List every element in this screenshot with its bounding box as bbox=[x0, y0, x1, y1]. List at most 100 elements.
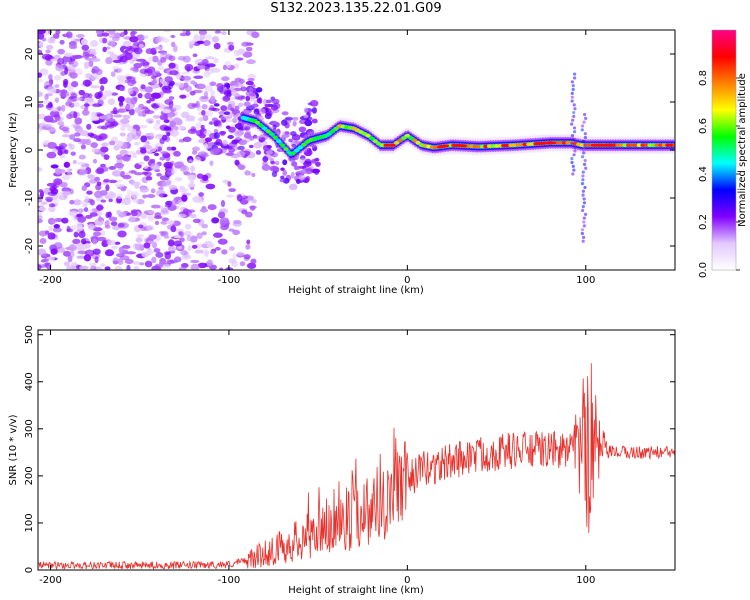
heatmap-cell bbox=[135, 149, 142, 155]
heatmap-cell bbox=[219, 219, 226, 227]
colorbar-tick-label: 0.2 bbox=[698, 214, 709, 230]
heatmap-cell bbox=[354, 128, 360, 132]
colorbar-gradient bbox=[712, 30, 736, 270]
heatmap-cell bbox=[81, 185, 88, 192]
heatmap-cell bbox=[117, 67, 123, 74]
heatmap-cell bbox=[213, 132, 220, 139]
heatmap-cell bbox=[293, 165, 300, 171]
heatmap-cell bbox=[582, 201, 587, 205]
heatmap-cell bbox=[640, 143, 646, 147]
heatmap-cell bbox=[103, 154, 110, 161]
heatmap-cell bbox=[184, 223, 192, 230]
heatmap-cell bbox=[79, 168, 88, 175]
heatmap-cell bbox=[390, 143, 396, 147]
heatmap-cell bbox=[135, 243, 145, 251]
heatmap-cell bbox=[38, 30, 46, 35]
heatmap-cell bbox=[222, 64, 228, 71]
colorbar-frame bbox=[711, 29, 737, 271]
heatmap-cell bbox=[182, 208, 189, 215]
heatmap-cell bbox=[49, 110, 60, 118]
heatmap-cell bbox=[74, 132, 81, 137]
heatmap-cell bbox=[175, 82, 185, 88]
heatmap-cell bbox=[411, 138, 418, 143]
heatmap-cell bbox=[82, 109, 90, 116]
heatmap-cell bbox=[38, 49, 43, 55]
heatmap-cell bbox=[271, 170, 278, 178]
heatmap-cell bbox=[244, 125, 251, 131]
heatmap-cell bbox=[237, 102, 244, 107]
heatmap-cell bbox=[190, 126, 196, 133]
heatmap-cell bbox=[259, 108, 266, 115]
heatmap-cell bbox=[87, 132, 95, 137]
heatmap-cell bbox=[289, 131, 297, 137]
heatmap-cell bbox=[264, 112, 272, 120]
heatmap-cell bbox=[245, 80, 254, 86]
heatmap-cell bbox=[581, 193, 585, 197]
heatmap-cell bbox=[38, 206, 47, 212]
heatmap-cell bbox=[288, 183, 298, 191]
heatmap-cell bbox=[404, 133, 410, 138]
heatmap-cell bbox=[163, 161, 173, 169]
heatmap-cell bbox=[92, 238, 98, 245]
heatmap-cell bbox=[220, 31, 227, 35]
heatmap-cell bbox=[156, 172, 162, 177]
heatmap-cell bbox=[210, 95, 216, 103]
heatmap-cell bbox=[157, 186, 164, 191]
heatmap-cell bbox=[134, 183, 140, 189]
heatmap-cell bbox=[272, 135, 278, 140]
heatmap-cell bbox=[580, 124, 585, 128]
heatmap-cell bbox=[54, 97, 60, 103]
heatmap-cell bbox=[270, 151, 278, 158]
heatmap-cell bbox=[182, 75, 191, 81]
heatmap-cell bbox=[81, 44, 90, 51]
heatmap-cell bbox=[572, 110, 576, 115]
heatmap-cell bbox=[629, 143, 635, 147]
heatmap-cell bbox=[280, 167, 285, 171]
heatmap-cell bbox=[122, 40, 132, 47]
heatmap-cell bbox=[249, 87, 254, 94]
snr-frame bbox=[37, 329, 676, 571]
heatmap-cell bbox=[582, 235, 586, 239]
heatmap-cell bbox=[127, 125, 134, 132]
heatmap-cell bbox=[205, 183, 216, 190]
heatmap-cell bbox=[84, 243, 91, 249]
spectrogram-y-ticks: -20 -10 0 10 20 bbox=[24, 48, 675, 254]
heatmap-cell bbox=[163, 119, 170, 124]
heatmap-cell bbox=[92, 248, 101, 255]
heatmap-cell bbox=[570, 141, 574, 145]
heatmap-cell bbox=[279, 178, 286, 183]
heatmap-cell bbox=[53, 178, 63, 186]
heatmap-cell bbox=[164, 252, 172, 260]
heatmap-cell bbox=[303, 114, 309, 119]
heatmap-cell bbox=[256, 87, 263, 93]
heatmap-cell bbox=[581, 139, 585, 143]
heatmap-cell bbox=[136, 234, 144, 238]
heatmap-cell bbox=[245, 95, 251, 102]
heatmap-cell bbox=[61, 174, 71, 180]
heatmap-cell bbox=[249, 92, 256, 97]
heatmap-cell bbox=[365, 133, 371, 138]
heatmap-cell bbox=[216, 83, 224, 89]
heatmap-cell bbox=[262, 126, 268, 131]
heatmap-cell bbox=[91, 111, 97, 118]
heatmap-cell bbox=[351, 126, 357, 131]
heatmap-cell bbox=[151, 256, 157, 264]
heatmap-cell bbox=[144, 86, 153, 93]
heatmap-cell bbox=[187, 174, 197, 181]
heatmap-cell bbox=[584, 116, 588, 120]
heatmap-cell bbox=[153, 152, 160, 157]
heatmap-cell bbox=[194, 156, 202, 162]
heatmap-cell bbox=[159, 115, 168, 121]
heatmap-cell bbox=[583, 158, 587, 163]
heatmap-cell bbox=[57, 149, 63, 156]
heatmap-cell bbox=[235, 130, 245, 136]
heatmap-cell bbox=[108, 166, 117, 170]
heatmap-cell bbox=[205, 56, 215, 60]
heatmap-cell bbox=[208, 121, 214, 125]
heatmap-cell bbox=[67, 98, 73, 104]
heatmap-cell bbox=[180, 111, 190, 119]
heatmap-cell bbox=[223, 90, 232, 97]
heatmap-cell bbox=[201, 109, 206, 116]
heatmap-cell bbox=[397, 138, 403, 143]
heatmap-cell bbox=[71, 60, 79, 68]
